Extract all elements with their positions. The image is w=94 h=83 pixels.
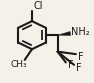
Text: F: F (68, 60, 73, 70)
Text: F: F (76, 63, 81, 73)
Polygon shape (58, 31, 71, 36)
Text: CH₃: CH₃ (11, 60, 28, 69)
Text: NH₂: NH₂ (71, 27, 90, 37)
Text: Cl: Cl (33, 1, 43, 11)
Text: F: F (78, 52, 83, 62)
